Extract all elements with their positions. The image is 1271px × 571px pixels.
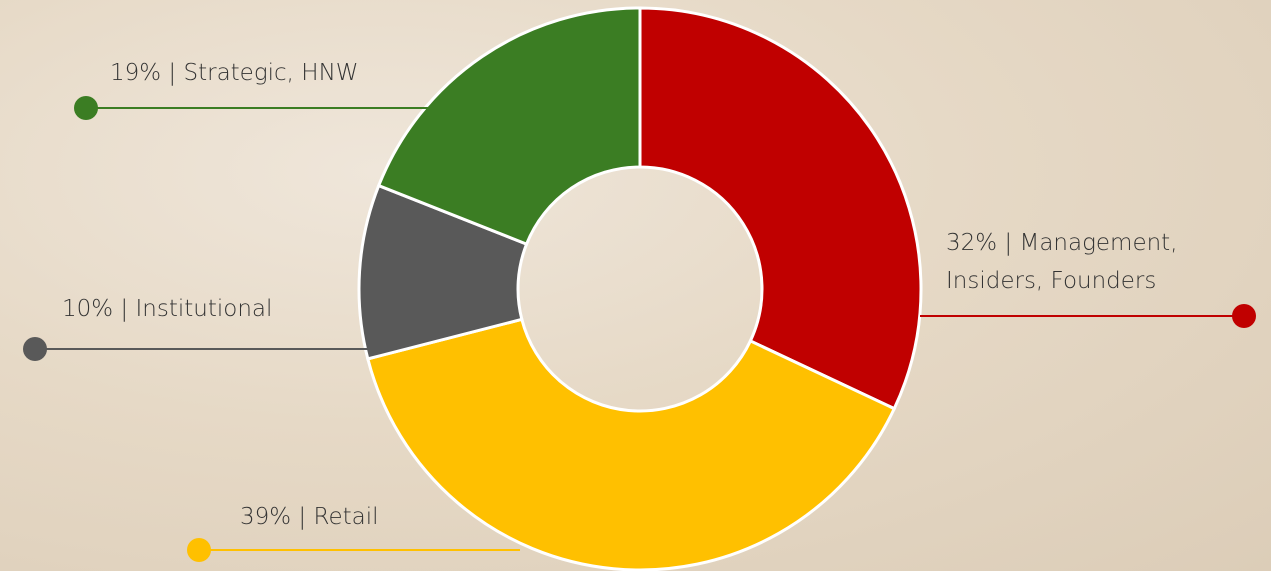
page: (() => { const data = JSON.parse(documen… xyxy=(0,0,1271,571)
donut-slice xyxy=(640,8,921,409)
slice-label: 19% | Strategic, HNW xyxy=(110,54,510,92)
leader-dot xyxy=(23,337,47,361)
slice-label: 10% | Institutional xyxy=(62,290,462,328)
leader-dot xyxy=(187,538,211,562)
slice-label: 39% | Retail xyxy=(240,498,640,536)
leader-dot xyxy=(74,96,98,120)
leader-dot xyxy=(1232,304,1256,328)
slice-label: 32% | Management, Insiders, Founders xyxy=(946,224,1236,300)
